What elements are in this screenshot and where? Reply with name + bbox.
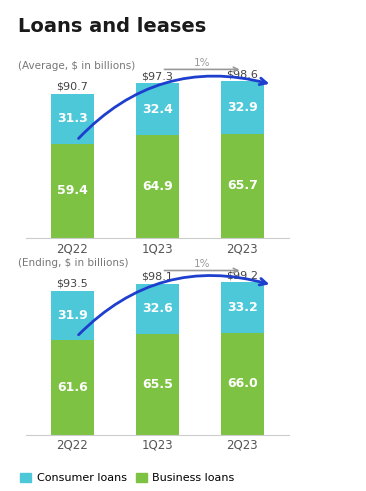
Text: 31.3: 31.3 <box>57 112 88 125</box>
Text: (Ending, $ in billions): (Ending, $ in billions) <box>18 258 129 268</box>
Bar <box>221 134 264 238</box>
Bar <box>221 282 264 333</box>
Text: 33.2: 33.2 <box>227 301 258 314</box>
Bar <box>136 135 179 238</box>
Text: 64.9: 64.9 <box>142 180 173 193</box>
Text: 32.9: 32.9 <box>227 101 258 114</box>
Text: 32.4: 32.4 <box>142 103 173 116</box>
Bar <box>51 94 94 144</box>
Text: 31.9: 31.9 <box>57 309 88 322</box>
Text: 1%: 1% <box>193 259 210 269</box>
Text: $97.3: $97.3 <box>141 72 173 82</box>
Bar <box>51 291 94 340</box>
Bar <box>221 333 264 435</box>
Text: 59.4: 59.4 <box>57 185 88 197</box>
Text: $90.7: $90.7 <box>56 82 88 92</box>
Legend: Consumer loans, Business loans: Consumer loans, Business loans <box>20 472 235 483</box>
Text: Loans and leases: Loans and leases <box>18 17 206 36</box>
Text: 32.6: 32.6 <box>142 302 173 315</box>
Bar <box>136 284 179 334</box>
Bar <box>51 340 94 435</box>
Bar <box>221 82 264 134</box>
Bar <box>136 334 179 435</box>
Text: 65.7: 65.7 <box>227 179 258 192</box>
Text: 61.6: 61.6 <box>57 381 88 394</box>
Bar <box>51 144 94 238</box>
Bar <box>136 83 179 135</box>
Text: 66.0: 66.0 <box>227 377 258 390</box>
Text: $99.2: $99.2 <box>227 270 258 280</box>
Text: 65.5: 65.5 <box>142 378 173 391</box>
Text: $98.1: $98.1 <box>141 272 173 282</box>
Text: 1%: 1% <box>193 58 210 68</box>
Text: $98.6: $98.6 <box>227 69 258 80</box>
Text: (Average, $ in billions): (Average, $ in billions) <box>18 61 135 71</box>
Text: $93.5: $93.5 <box>56 279 88 289</box>
